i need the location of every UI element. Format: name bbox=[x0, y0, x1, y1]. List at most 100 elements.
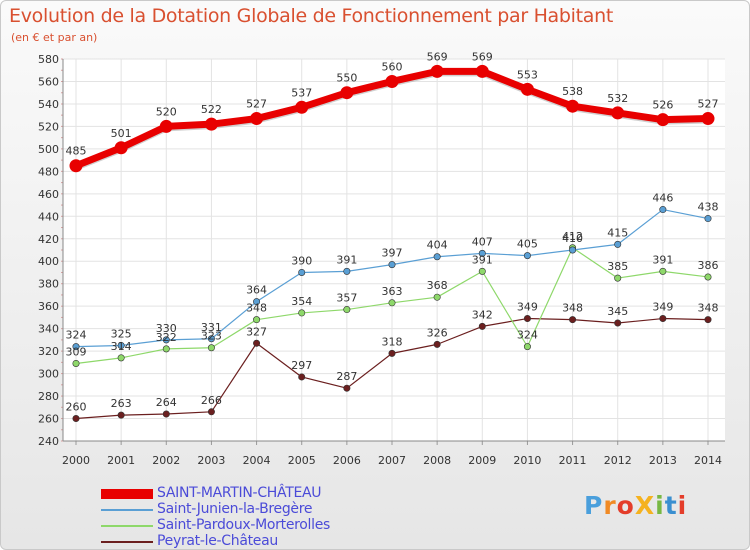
data-point bbox=[162, 336, 170, 344]
x-tick-label: 2007 bbox=[378, 454, 406, 467]
data-label: 415 bbox=[607, 226, 628, 239]
y-tick-label: 360 bbox=[38, 300, 59, 313]
data-point bbox=[704, 215, 712, 223]
data-label: 364 bbox=[246, 284, 267, 297]
y-tick-label: 520 bbox=[38, 120, 59, 133]
legend-label: Saint-Junien-la-Bregère bbox=[157, 501, 313, 517]
legend-label: SAINT-MARTIN-CHÂTEAU bbox=[157, 485, 322, 501]
y-tick-label: 560 bbox=[38, 75, 59, 88]
x-tick-label: 2014 bbox=[694, 454, 722, 467]
data-label: 412 bbox=[562, 230, 583, 243]
data-label: 520 bbox=[156, 105, 177, 118]
data-label: 314 bbox=[111, 340, 132, 353]
data-point bbox=[159, 119, 173, 133]
data-point bbox=[433, 340, 441, 348]
data-label: 345 bbox=[607, 305, 628, 318]
data-point bbox=[478, 267, 486, 275]
legend-swatch bbox=[101, 525, 153, 527]
data-label: 323 bbox=[201, 330, 222, 343]
data-point bbox=[114, 141, 128, 155]
data-label: 391 bbox=[652, 253, 673, 266]
data-label: 324 bbox=[517, 329, 538, 342]
data-label: 331 bbox=[201, 321, 222, 334]
data-point bbox=[475, 64, 489, 78]
data-label: 264 bbox=[156, 396, 177, 409]
x-tick-label: 2013 bbox=[649, 454, 677, 467]
proxiti-logo: ProXiti bbox=[584, 491, 687, 520]
data-point bbox=[433, 293, 441, 301]
data-point bbox=[566, 99, 580, 113]
data-label: 326 bbox=[427, 326, 448, 339]
brand-letter: t bbox=[664, 491, 678, 520]
data-point bbox=[520, 82, 534, 96]
data-label: 405 bbox=[517, 238, 538, 251]
data-point bbox=[340, 86, 354, 100]
data-label: 407 bbox=[472, 235, 493, 248]
data-point bbox=[204, 117, 218, 131]
brand-letter: o bbox=[616, 491, 635, 520]
data-point bbox=[704, 273, 712, 281]
chart-title: Evolution de la Dotation Globale de Fonc… bbox=[9, 5, 614, 27]
data-point bbox=[659, 206, 667, 214]
brand-letter: i bbox=[677, 491, 688, 520]
data-label: 410 bbox=[562, 232, 583, 245]
data-point bbox=[388, 261, 396, 269]
data-label: 446 bbox=[652, 192, 673, 205]
data-label: 527 bbox=[698, 98, 719, 111]
data-label: 501 bbox=[111, 127, 132, 140]
data-label: 348 bbox=[562, 302, 583, 315]
data-point bbox=[162, 410, 170, 418]
data-point bbox=[659, 315, 667, 323]
data-label: 330 bbox=[156, 322, 177, 335]
data-point bbox=[298, 309, 306, 317]
x-tick-label: 2001 bbox=[107, 454, 135, 467]
data-point bbox=[385, 74, 399, 88]
x-tick-label: 2008 bbox=[423, 454, 451, 467]
data-point bbox=[433, 253, 441, 261]
data-label: 324 bbox=[66, 329, 87, 342]
data-point bbox=[117, 411, 125, 419]
y-tick-label: 280 bbox=[38, 390, 59, 403]
data-point bbox=[207, 335, 215, 343]
data-point bbox=[69, 159, 83, 173]
chart-subtitle: (en € et par an) bbox=[11, 31, 98, 44]
data-label: 260 bbox=[66, 401, 87, 414]
data-label: 538 bbox=[562, 85, 583, 98]
data-point bbox=[611, 106, 625, 120]
y-tick-label: 320 bbox=[38, 345, 59, 358]
data-point bbox=[659, 267, 667, 275]
data-point bbox=[162, 345, 170, 353]
data-point bbox=[569, 316, 577, 324]
data-label: 322 bbox=[156, 331, 177, 344]
data-point bbox=[343, 384, 351, 392]
data-label: 348 bbox=[246, 302, 267, 315]
x-tick-label: 2009 bbox=[468, 454, 496, 467]
data-label: 385 bbox=[607, 260, 628, 273]
data-label: 357 bbox=[336, 292, 357, 305]
data-point bbox=[72, 343, 80, 351]
data-label: 349 bbox=[517, 301, 538, 314]
data-label: 325 bbox=[111, 328, 132, 341]
data-point bbox=[430, 64, 444, 78]
data-point bbox=[72, 359, 80, 367]
data-label: 309 bbox=[66, 345, 87, 358]
data-label: 397 bbox=[382, 247, 403, 260]
y-tick-label: 580 bbox=[38, 53, 59, 66]
data-label: 391 bbox=[336, 253, 357, 266]
data-label: 348 bbox=[698, 302, 719, 315]
y-tick-label: 480 bbox=[38, 165, 59, 178]
data-label: 526 bbox=[652, 99, 673, 112]
y-tick-label: 440 bbox=[38, 210, 59, 223]
data-label: 485 bbox=[66, 145, 87, 158]
data-point bbox=[117, 341, 125, 349]
data-point bbox=[72, 415, 80, 423]
data-point bbox=[117, 354, 125, 362]
data-point bbox=[295, 100, 309, 114]
data-point bbox=[388, 349, 396, 357]
x-tick-label: 2003 bbox=[197, 454, 225, 467]
y-tick-label: 260 bbox=[38, 413, 59, 426]
x-tick-label: 2005 bbox=[288, 454, 316, 467]
data-point bbox=[253, 298, 261, 306]
data-point bbox=[704, 316, 712, 324]
